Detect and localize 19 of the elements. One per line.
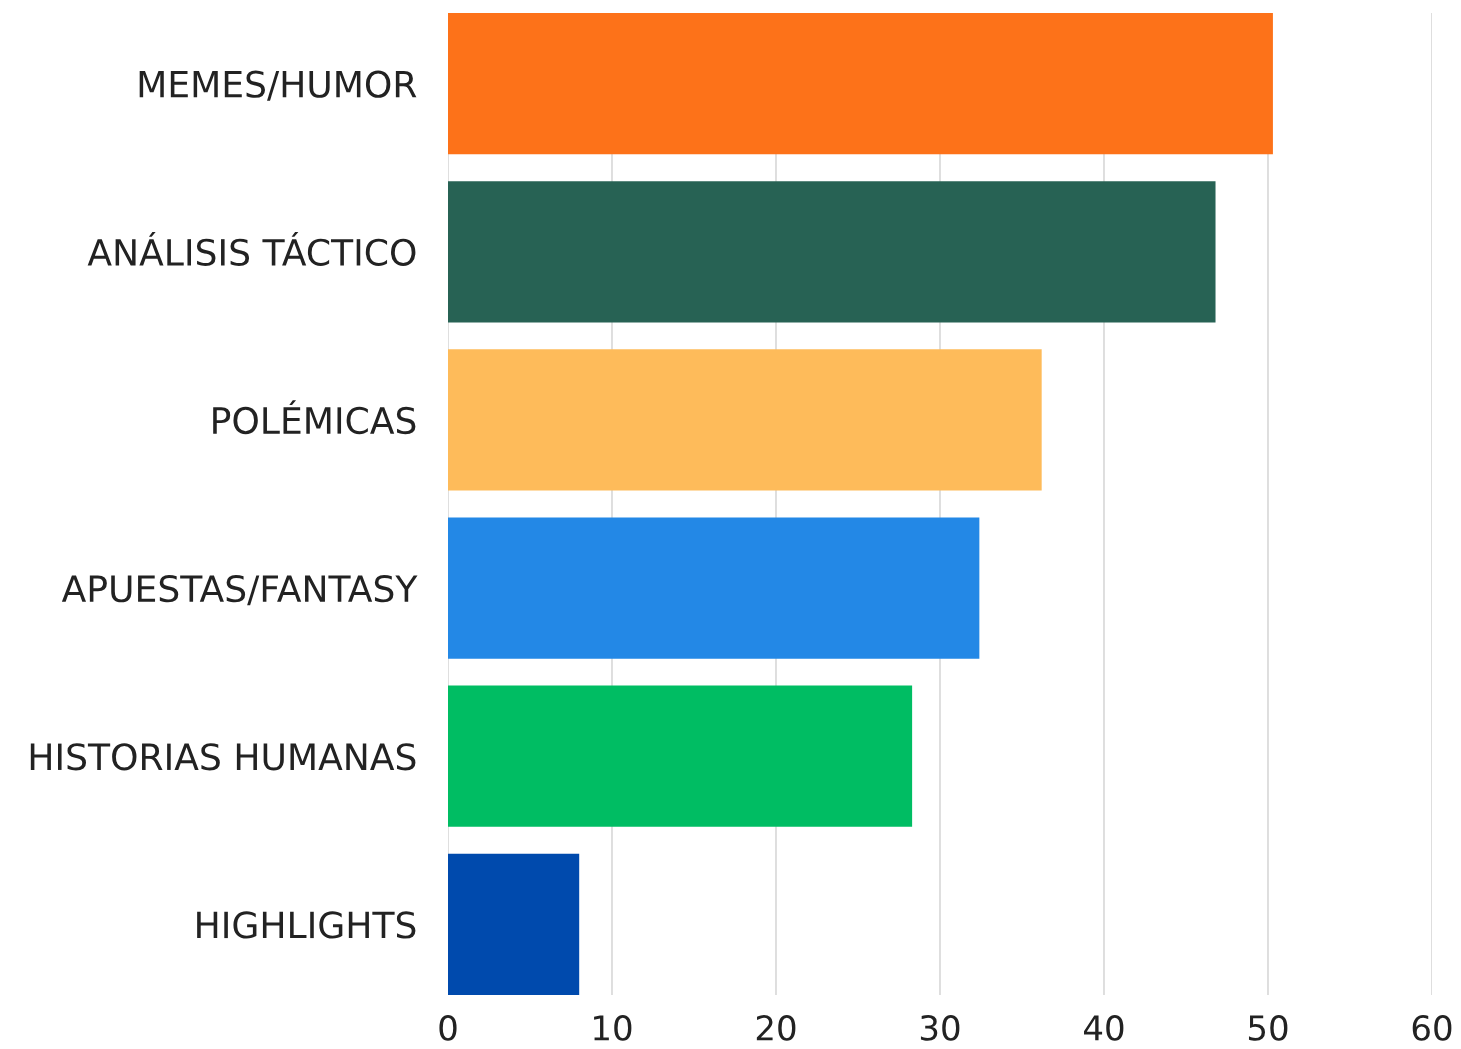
x-tick-label: 60: [1412, 1015, 1452, 1041]
y-tick-label: MEMES/HUMOR: [139, 70, 417, 101]
y-tick-label: ANÁLISIS TÁCTICO: [87, 232, 416, 267]
y-tick-label: POLÉMICAS: [213, 400, 416, 435]
x-tick-label: 30: [920, 1015, 960, 1041]
bar: [448, 685, 913, 827]
bar: [448, 853, 580, 995]
x-tick-label: 10: [594, 1015, 632, 1041]
x-tick-label: 40: [1084, 1015, 1124, 1041]
bar: [448, 349, 1042, 491]
y-tick-label: HIGHLIGHTS: [197, 911, 416, 939]
bar: [448, 13, 1273, 155]
x-tick-label: 0: [439, 1015, 457, 1041]
bar: [448, 517, 980, 659]
x-tick-label: 50: [1248, 1015, 1288, 1041]
y-tick-label: HISTORIAS HUMANAS: [30, 743, 416, 771]
bar: [448, 181, 1216, 323]
x-tick-label: 20: [756, 1015, 796, 1041]
y-tick-label: APUESTAS/FANTASY: [61, 574, 418, 606]
